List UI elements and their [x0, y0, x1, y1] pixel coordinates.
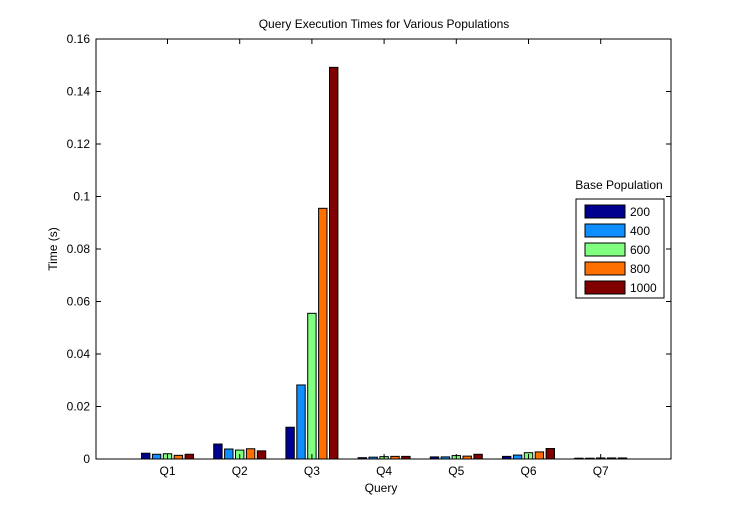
x-axis-ticks: Q1 Q2 Q3 Q4 Q5 Q6 Q7: [159, 39, 609, 478]
bar-q2-1000: [256, 450, 267, 460]
y-tick-label: 0.1: [73, 190, 90, 204]
legend-title: Base Population: [575, 178, 662, 192]
bar-q2-400: [224, 448, 234, 460]
legend-swatch-1000: [584, 280, 626, 295]
bar-q2-800: [245, 448, 256, 460]
chart-title: Query Execution Times for Various Popula…: [259, 17, 510, 31]
y-tick-label: 0.06: [67, 295, 91, 309]
bar-q3-800: [318, 207, 328, 460]
legend-label-400: 400: [630, 224, 650, 238]
x-axis-label: Query: [365, 481, 398, 495]
x-tick-label: Q6: [520, 464, 536, 478]
legend-label-1000: 1000: [630, 281, 657, 295]
x-tick-label: Q4: [376, 464, 392, 478]
legend-swatch-800: [584, 261, 626, 276]
y-tick-label: 0.14: [67, 85, 91, 99]
legend-label-200: 200: [630, 205, 650, 219]
y-tick-label: 0: [83, 452, 90, 466]
bar-q1-800: [173, 454, 184, 460]
legend-label-800: 800: [630, 262, 650, 276]
bar-q1-200: [141, 452, 151, 460]
bar-q3-600: [307, 312, 317, 460]
bar-q3-1000: [329, 66, 339, 460]
bar-q6-800: [534, 451, 545, 460]
bar-q1-400: [151, 453, 162, 460]
y-tick-label: 0.12: [67, 137, 91, 151]
bar-q6-400: [512, 454, 523, 460]
legend-items: 200 400 600 800 1000: [584, 204, 657, 295]
x-tick-label: Q7: [593, 464, 609, 478]
x-tick-label: Q2: [232, 464, 248, 478]
bar-q3-200: [285, 426, 295, 460]
legend: Base Population 200 400 600 800 1000: [575, 178, 665, 299]
bar-q5-1000: [473, 453, 483, 460]
legend-swatch-200: [584, 204, 626, 219]
y-tick-label: 0.04: [67, 347, 91, 361]
x-tick-label: Q1: [159, 464, 175, 478]
bar-q3-400: [296, 384, 306, 460]
y-axis-ticks: 0 0.02 0.04 0.06 0.08 0.1 0.12 0.14 0.16: [67, 32, 671, 466]
legend-swatch-400: [584, 223, 626, 238]
y-tick-label: 0.16: [67, 32, 91, 46]
bar-q1-1000: [184, 453, 195, 460]
legend-swatch-600: [584, 242, 626, 257]
y-axis-label: Time (s): [46, 227, 60, 271]
y-tick-label: 0.02: [67, 400, 91, 414]
x-tick-label: Q3: [304, 464, 320, 478]
y-tick-label: 0.08: [67, 242, 91, 256]
bar-q6-1000: [545, 448, 555, 460]
bar-q2-200: [213, 443, 223, 460]
x-tick-label: Q5: [448, 464, 464, 478]
legend-label-600: 600: [630, 243, 650, 257]
